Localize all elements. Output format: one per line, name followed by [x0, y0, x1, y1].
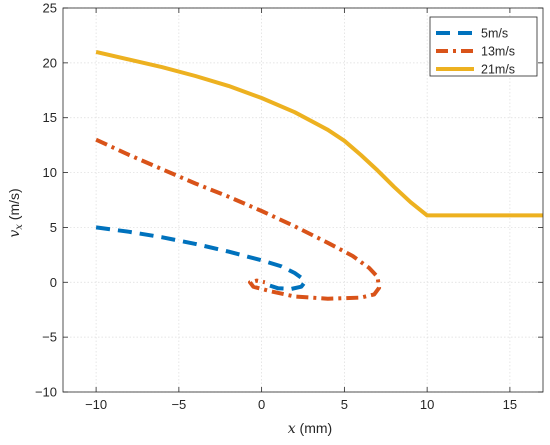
x-tick-label: 0	[258, 397, 265, 412]
series-line-2	[95, 49, 543, 218]
legend-label-2: 21m/s	[481, 63, 515, 77]
y-axis-unit: (m/s)	[6, 188, 22, 224]
x-axis-unit: (mm)	[296, 420, 333, 436]
series-lines	[95, 49, 543, 301]
y-tick-label: 25	[43, 1, 57, 16]
y-tick-label: 0	[50, 275, 57, 290]
y-axis-subscript: x	[14, 224, 25, 230]
plot-frame	[62, 7, 544, 393]
x-tick-label: 15	[503, 397, 517, 412]
x-axis-variable: x	[288, 421, 296, 437]
x-tick-label: 5	[341, 397, 348, 412]
legend-label-1: 13m/s	[481, 45, 515, 59]
x-tick-label: 10	[420, 397, 434, 412]
x-tick-label: −10	[85, 397, 107, 412]
legend-box	[429, 16, 538, 77]
y-tick-label: 10	[43, 165, 57, 180]
y-tick-label: 5	[50, 220, 57, 235]
x-axis-label: x (mm)	[288, 420, 332, 437]
y-tick-label: −10	[35, 385, 57, 400]
series-line-0	[95, 225, 307, 291]
series-line-1	[95, 137, 382, 301]
y-tick-label: −5	[42, 330, 57, 345]
legend-label-0: 5m/s	[481, 27, 508, 41]
axis-ticks: −10 −5 0 5 10 15 −10 −5 0 5 10 15 20 25	[35, 1, 543, 412]
x-tick-label: −5	[171, 397, 186, 412]
y-axis-variable: v	[7, 230, 23, 238]
legend: 5m/s 13m/s 21m/s	[429, 16, 538, 77]
y-axis-label: vx (m/s)	[6, 188, 25, 237]
y-tick-label: 20	[43, 55, 57, 70]
y-tick-label: 15	[43, 110, 57, 125]
